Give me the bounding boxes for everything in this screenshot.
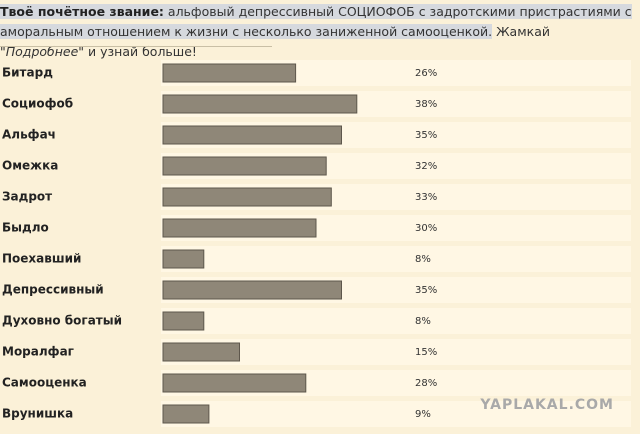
category-label: Задрот xyxy=(2,190,52,204)
value-label: 35% xyxy=(415,130,437,141)
row-track xyxy=(161,401,631,427)
bar xyxy=(162,218,317,238)
watermark: YAPLAKAL.COM xyxy=(479,397,614,413)
value-label: 8% xyxy=(415,316,431,327)
value-label: 26% xyxy=(415,68,437,79)
value-label: 32% xyxy=(415,161,437,172)
category-label: Поехавший xyxy=(2,252,81,266)
result-header: Твоё почётное звание: альфовый депрессив… xyxy=(0,2,636,62)
bar xyxy=(162,156,327,176)
header-text: альфовый депрессивный СОЦИОФОБ с задротс… xyxy=(0,4,632,39)
bar xyxy=(162,125,342,145)
row-track xyxy=(161,246,631,272)
header-label: Твоё почётное звание: xyxy=(0,4,164,19)
category-label: Омежка xyxy=(2,159,58,173)
value-label: 30% xyxy=(415,223,437,234)
category-label: Моралфаг xyxy=(2,345,74,359)
category-label: Битард xyxy=(2,66,53,80)
bar xyxy=(162,94,358,114)
value-label: 28% xyxy=(415,378,437,389)
value-label: 9% xyxy=(415,409,431,420)
value-label: 15% xyxy=(415,347,437,358)
category-label: Духовно богатый xyxy=(2,314,122,328)
value-label: 35% xyxy=(415,285,437,296)
category-label: Альфач xyxy=(2,128,56,142)
category-label: Врунишка xyxy=(2,407,73,421)
bar xyxy=(162,404,210,424)
bar xyxy=(162,373,307,393)
bar xyxy=(162,311,205,331)
value-label: 38% xyxy=(415,99,437,110)
category-label: Социофоб xyxy=(2,97,73,111)
divider xyxy=(0,46,272,47)
bar xyxy=(162,280,342,300)
category-label: Быдло xyxy=(2,221,49,235)
value-label: 33% xyxy=(415,192,437,203)
cta-after: " и узнай больше! xyxy=(78,44,197,59)
cta-link[interactable]: Подробнее xyxy=(5,44,79,59)
row-track xyxy=(161,308,631,334)
bar xyxy=(162,187,332,207)
bar xyxy=(162,63,297,83)
category-label: Депрессивный xyxy=(2,283,104,297)
bar xyxy=(162,342,240,362)
bar xyxy=(162,249,205,269)
category-label: Самооценка xyxy=(2,376,87,390)
cta-before: Жамкай " xyxy=(0,24,550,59)
value-label: 8% xyxy=(415,254,431,265)
